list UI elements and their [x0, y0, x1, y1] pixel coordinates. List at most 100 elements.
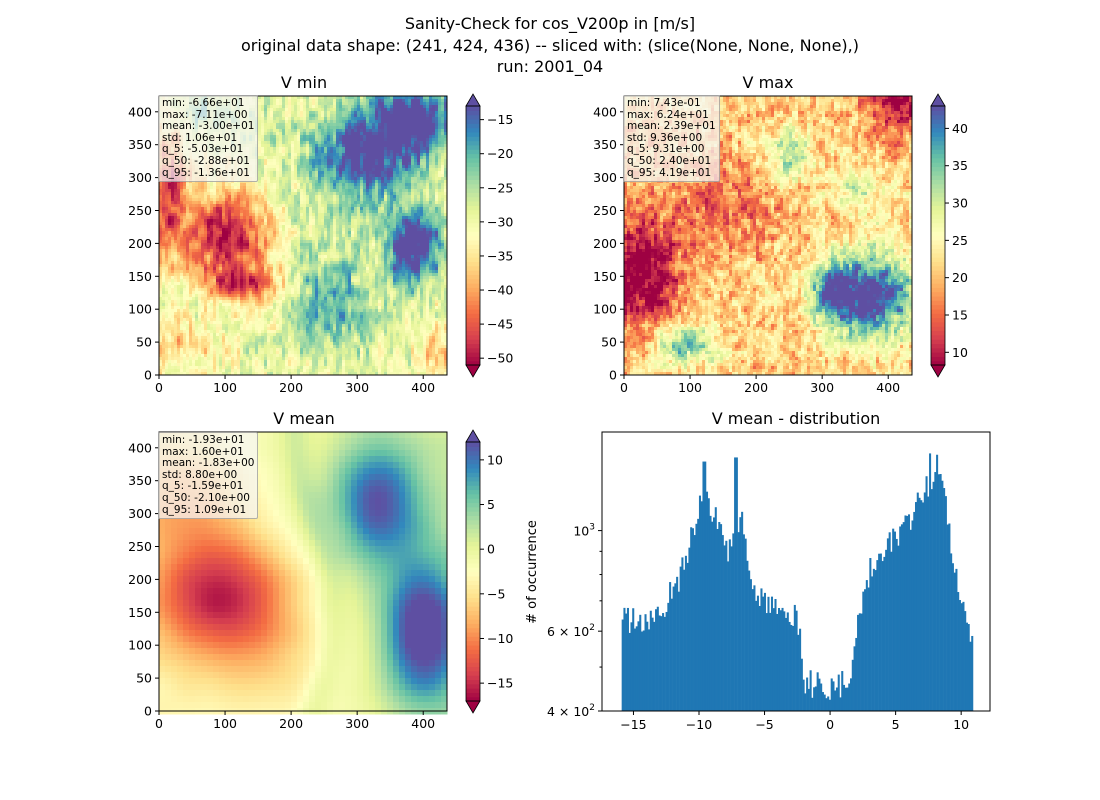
heatmap-cell: [417, 111, 421, 115]
heatmap-cell: [423, 234, 427, 238]
heatmap-cell: [372, 150, 376, 154]
heatmap-cell: [357, 132, 361, 136]
heatmap-cell: [417, 132, 421, 136]
heatmap-cell: [315, 249, 319, 253]
heatmap-cell: [345, 105, 349, 109]
heatmap-cell: [435, 153, 439, 157]
heatmap-cell: [345, 153, 349, 157]
heatmap-cell: [216, 207, 220, 211]
heatmap-cell: [195, 228, 199, 232]
heatmap-cell: [396, 162, 400, 166]
heatmap-cell: [348, 183, 352, 187]
heatmap-cell: [315, 159, 319, 163]
heatmap-cell: [393, 174, 397, 178]
heatmap-cell: [414, 147, 418, 151]
heatmap-cell: [387, 102, 391, 106]
heatmap-cell: [408, 219, 412, 223]
heatmap-cell: [354, 219, 358, 223]
heatmap-cell: [399, 231, 403, 235]
heatmap-cell: [420, 195, 424, 199]
heatmap-cell: [312, 132, 316, 136]
heatmap-cell: [351, 156, 355, 160]
heatmap-cell: [297, 225, 301, 229]
heatmap-cell: [414, 237, 418, 241]
heatmap-cell: [261, 129, 265, 133]
heatmap-cell: [435, 141, 439, 145]
heatmap-cell: [381, 219, 385, 223]
heatmap-cell: [321, 246, 325, 250]
heatmap-cell: [378, 123, 382, 127]
heatmap-cell: [441, 177, 445, 181]
heatmap-cell: [414, 165, 418, 169]
heatmap-cell: [444, 216, 448, 220]
heatmap-cell: [444, 168, 448, 172]
heatmap-cell: [261, 222, 265, 226]
heatmap-cell: [255, 219, 259, 223]
heatmap-cell: [366, 159, 370, 163]
heatmap-cell: [423, 108, 427, 112]
heatmap-cell: [303, 165, 307, 169]
heatmap-cell: [237, 237, 241, 241]
heatmap-cell: [372, 234, 376, 238]
heatmap-cell: [219, 231, 223, 235]
heatmap-cell: [360, 243, 364, 247]
heatmap-cell: [393, 216, 397, 220]
heatmap-cell: [270, 192, 274, 196]
heatmap-cell: [315, 222, 319, 226]
heatmap-cell: [438, 198, 442, 202]
heatmap-cell: [375, 138, 379, 142]
heatmap-cell: [225, 249, 229, 253]
heatmap-cell: [318, 246, 322, 250]
heatmap-cell: [360, 216, 364, 220]
heatmap-cell: [261, 117, 265, 121]
heatmap-cell: [432, 171, 436, 175]
heatmap-cell: [252, 243, 256, 247]
heatmap-cell: [306, 180, 310, 184]
heatmap-cell: [297, 192, 301, 196]
heatmap-cell: [423, 198, 427, 202]
heatmap-cell: [336, 138, 340, 142]
heatmap-cell: [375, 150, 379, 154]
heatmap-cell: [327, 123, 331, 127]
heatmap-cell: [297, 138, 301, 142]
heatmap-cell: [282, 138, 286, 142]
heatmap-cell: [345, 207, 349, 211]
heatmap-cell: [438, 132, 442, 136]
heatmap-cell: [183, 213, 187, 217]
heatmap-cell: [372, 132, 376, 136]
heatmap-cell: [390, 225, 394, 229]
heatmap-cell: [393, 246, 397, 250]
heatmap-cell: [297, 216, 301, 220]
heatmap-cell: [351, 138, 355, 142]
heatmap-cell: [387, 246, 391, 250]
heatmap-cell: [273, 171, 277, 175]
heatmap-cell: [231, 249, 235, 253]
heatmap-cell: [300, 249, 304, 253]
heatmap-cell: [387, 126, 391, 130]
heatmap-cell: [345, 123, 349, 127]
heatmap-cell: [438, 108, 442, 112]
heatmap-cell: [279, 114, 283, 118]
heatmap-cell: [396, 201, 400, 205]
heatmap-cell: [237, 201, 241, 205]
heatmap-cell: [279, 105, 283, 109]
heatmap-cell: [300, 210, 304, 214]
heatmap-cell: [174, 237, 178, 241]
heatmap-cell: [315, 165, 319, 169]
heatmap-cell: [252, 222, 256, 226]
heatmap-cell: [306, 165, 310, 169]
heatmap-cell: [441, 198, 445, 202]
heatmap-cell: [261, 246, 265, 250]
heatmap-cell: [276, 114, 280, 118]
heatmap-cell: [267, 246, 271, 250]
heatmap-cell: [174, 207, 178, 211]
heatmap-cell: [411, 231, 415, 235]
heatmap-cell: [429, 129, 433, 133]
heatmap-cell: [228, 186, 232, 190]
heatmap-cell: [438, 180, 442, 184]
heatmap-cell: [396, 144, 400, 148]
heatmap-cell: [357, 162, 361, 166]
heatmap-cell: [258, 240, 262, 244]
heatmap-cell: [306, 216, 310, 220]
heatmap-cell: [375, 105, 379, 109]
